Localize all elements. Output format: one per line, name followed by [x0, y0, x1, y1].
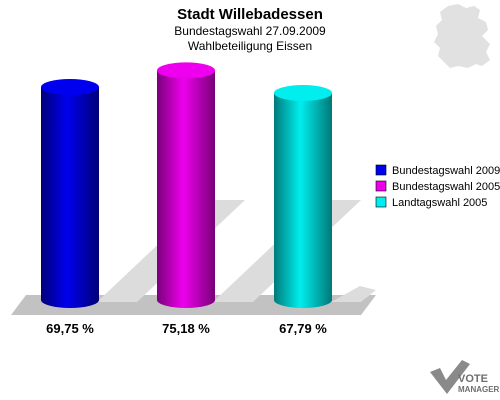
logo-text-vote: VOTE — [458, 373, 488, 385]
bar-1-top — [41, 79, 99, 95]
legend-swatch-1 — [375, 164, 387, 176]
bar-shadow-3 — [331, 286, 376, 302]
value-label-3: 67,79 % — [279, 321, 327, 336]
logo-check-icon — [430, 360, 470, 394]
bar-3-top — [274, 84, 332, 101]
germany-map-icon — [434, 4, 490, 68]
bar-2-top — [157, 62, 215, 79]
chart-subtitle: Bundestagswahl 27.09.2009 — [174, 24, 326, 38]
value-label-2: 75,18 % — [162, 321, 210, 336]
chart-title: Stadt Willebadessen — [177, 6, 323, 23]
vote-manager-logo: VOTE MANAGER — [430, 360, 500, 394]
bar-1 — [41, 87, 99, 308]
bar-group-2 — [157, 62, 215, 309]
legend-label-3: Landtagswahl 2005 — [392, 197, 487, 209]
value-label-1: 69,75 % — [46, 321, 94, 336]
chart-subtitle-2: Wahlbeteiligung Eissen — [188, 39, 312, 53]
bar-3 — [274, 92, 332, 308]
bar-group-3 — [274, 84, 332, 308]
bar-2 — [157, 70, 215, 309]
legend: Bundestagswahl 2009 Bundestagswahl 2005 … — [375, 164, 500, 209]
legend-label-1: Bundestagswahl 2009 — [392, 165, 500, 177]
legend-label-2: Bundestagswahl 2005 — [392, 181, 500, 193]
bar-group-1 — [41, 79, 99, 308]
legend-swatch-2 — [375, 180, 387, 192]
legend-swatch-3 — [375, 196, 387, 208]
logo-text-manager: MANAGER — [458, 385, 500, 394]
